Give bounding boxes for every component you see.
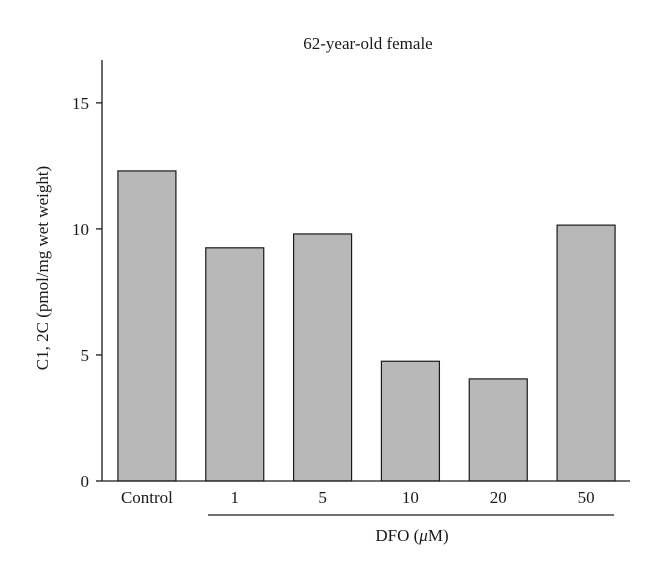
bar-20: [468, 378, 528, 482]
bar-10: [380, 360, 441, 482]
x-category-label: 50: [578, 488, 595, 507]
bar-control: [117, 170, 177, 482]
y-axis-label: C1, 2C (pmol/mg wet weight): [33, 166, 52, 370]
bar-50: [556, 224, 616, 482]
x-category-label: 10: [402, 488, 419, 507]
x-category-label: 5: [318, 488, 327, 507]
x-axis-label-prefix: DFO (: [375, 526, 419, 545]
bar-5: [292, 233, 353, 482]
y-axis-ticks: 0 5 10 15: [72, 94, 102, 491]
x-axis-label-suffix: M): [428, 526, 449, 545]
y-tick-label: 5: [81, 346, 90, 365]
bars-group: [117, 170, 616, 482]
y-tick-label: 0: [81, 472, 90, 491]
x-category-label: 1: [231, 488, 240, 507]
x-category-label: Control: [121, 488, 173, 507]
y-tick-label: 10: [72, 220, 89, 239]
x-axis-category-labels: Control 1 5 10 20 50: [121, 488, 595, 507]
bar-1: [205, 247, 265, 482]
x-axis-label-unit: μ: [418, 526, 428, 545]
chart-title: 62-year-old female: [303, 34, 432, 53]
y-tick-label: 15: [72, 94, 89, 113]
x-category-label: 20: [490, 488, 507, 507]
x-axis-label: DFO (μM): [375, 526, 448, 545]
